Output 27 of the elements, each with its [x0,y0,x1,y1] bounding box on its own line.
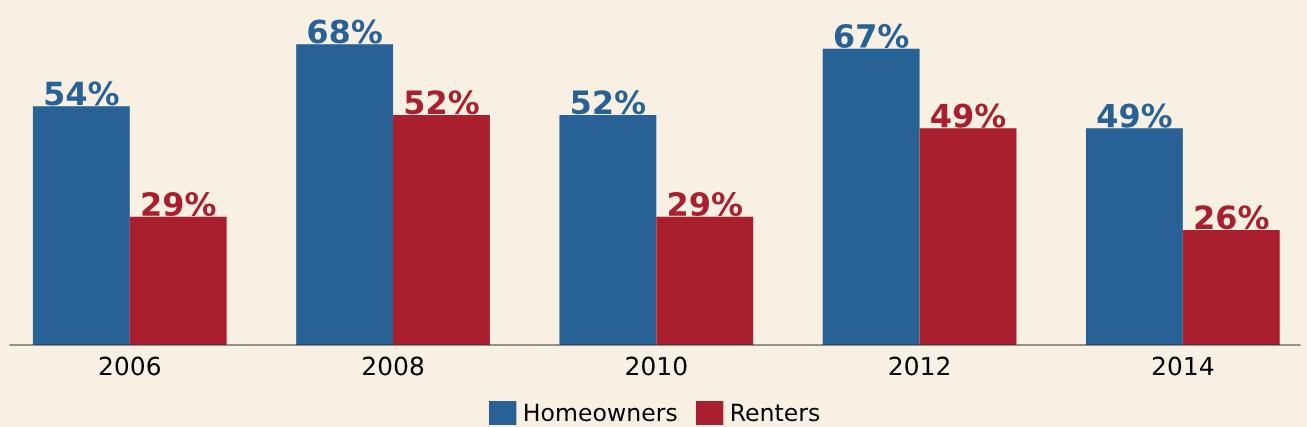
x-tick-label: 2006 [99,356,161,376]
bar [656,216,754,345]
legend-label: Homeowners [525,403,677,422]
bar [1182,230,1280,345]
bar [393,115,490,345]
data-label: 54% [45,81,119,106]
data-label: 67% [834,23,909,49]
x-tick-label: 2010 [626,356,687,376]
data-label: 49% [931,103,1006,128]
data-label: 49% [1097,103,1172,128]
bar [129,216,227,345]
bar [919,128,1017,345]
data-label: 52% [572,90,646,115]
bar [1085,128,1183,345]
bar [559,115,657,345]
data-label: 29% [142,191,216,217]
data-label: 26% [1195,205,1269,230]
bar [32,106,130,345]
x-tick-label: 2014 [1152,356,1214,376]
bar [822,48,920,345]
data-label: 29% [669,191,742,217]
x-tick-label: 2012 [889,356,949,376]
data-label: 52% [405,90,479,115]
bar [296,44,394,345]
data-label: 68% [308,19,382,44]
x-tick-label: 2008 [363,356,424,376]
legend-label: Renters [732,403,820,422]
